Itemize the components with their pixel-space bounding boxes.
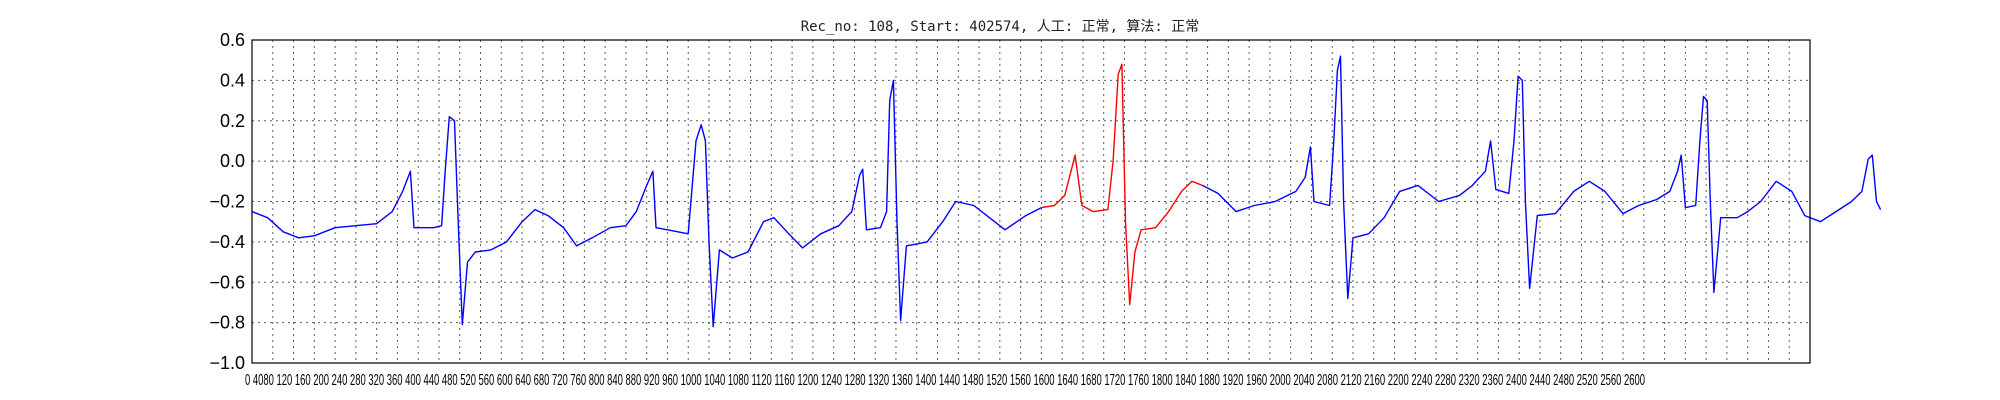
y-axis: −1.0 −0.8 −0.6 −0.4 −0.2 0.0 0.2 0.4 0.6 — [209, 30, 245, 373]
y-tick-label: 0.0 — [220, 151, 245, 171]
series-layer — [251, 55, 1882, 328]
y-tick-label: 0.2 — [220, 111, 245, 131]
y-tick-label: −0.2 — [209, 192, 245, 212]
y-tick-label: 0.6 — [220, 30, 245, 50]
y-tick-label: −1.0 — [209, 353, 245, 373]
grid — [252, 40, 1810, 363]
y-tick-label: −0.6 — [209, 272, 245, 292]
ecg-series-3 — [1202, 55, 1882, 300]
y-tick-label: 0.4 — [220, 70, 245, 90]
ecg-series-1 — [251, 79, 1042, 328]
ecg-series-2 — [1041, 63, 1203, 306]
y-tick-label: −0.8 — [209, 313, 245, 333]
plot-frame — [251, 39, 1811, 364]
x-tick-labels: 0 4080 120 160 200 240 280 320 360 400 4… — [245, 372, 1645, 389]
chart-title: Rec_no: 108, Start: 402574, 人工: 正常, 算法: … — [801, 19, 1200, 35]
y-tick-label: −0.4 — [209, 232, 245, 252]
